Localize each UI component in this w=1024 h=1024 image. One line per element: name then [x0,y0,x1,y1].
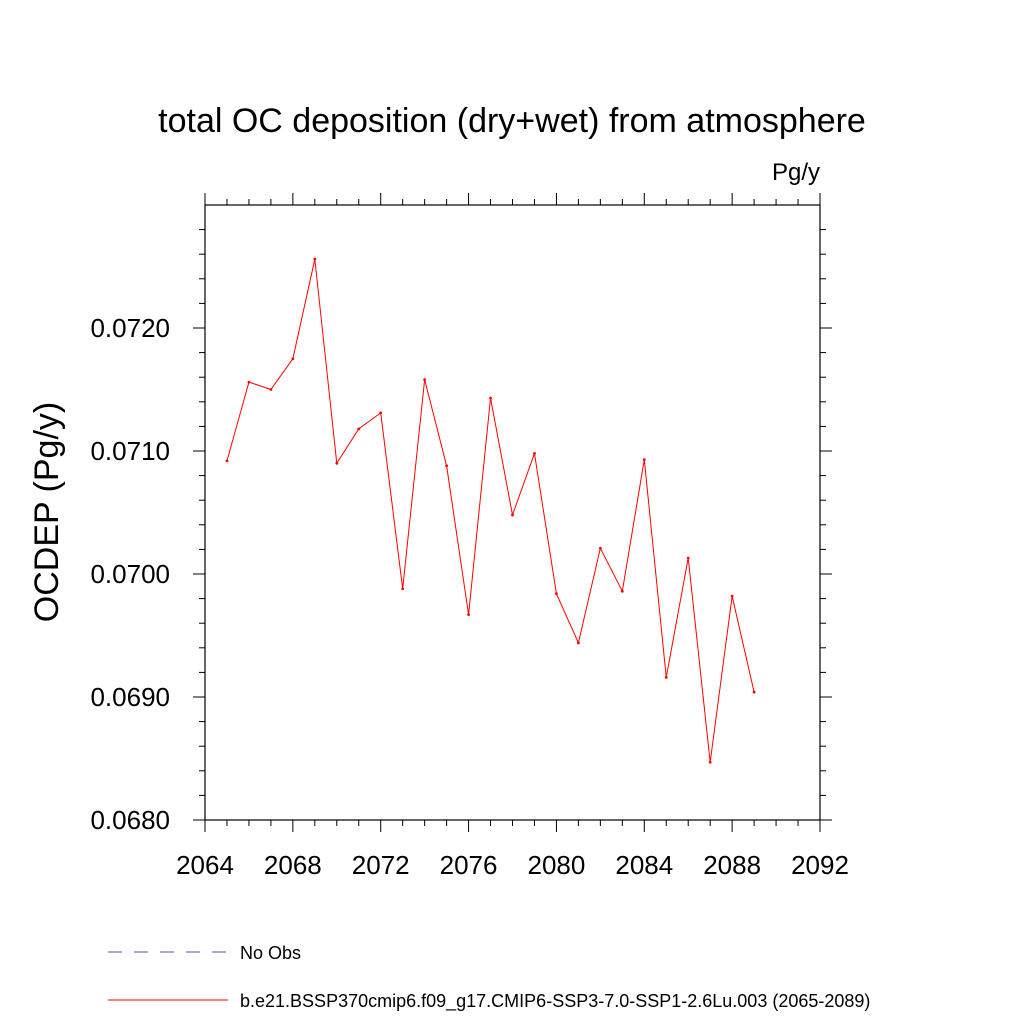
data-point [598,546,602,550]
legend: No Obs b.e21.BSSP370cmip6.f09_g17.CMIP6-S… [108,943,870,1012]
data-point [686,556,690,560]
x-tick-label: 2080 [528,850,586,880]
data-point [335,461,339,465]
data-point [467,613,470,616]
data-point [423,378,427,382]
axis-ticks: 2064 2068 2072 2076 2080 2084 2088 2092 0.0680 0.… [90,193,849,880]
data-point [247,380,251,384]
x-tick-label: 2064 [176,850,234,880]
series-line-0 [226,259,755,763]
y-tick-label: 0.0690 [90,682,170,712]
y-tick-label: 0.0720 [90,313,170,343]
data-point [576,641,580,645]
data-point [730,594,734,598]
x-tick-label: 2088 [703,850,761,880]
data-point [752,690,756,694]
data-point [533,452,536,455]
x-tick-label: 2076 [440,850,498,880]
data-point [642,458,646,462]
data-point [291,357,295,361]
x-tick-label: 2092 [791,850,849,880]
data-point [620,589,624,593]
data-point [511,513,514,517]
legend-label: No Obs [240,943,301,963]
chart-title: total OC deposition (dry+wet) from atmos… [158,102,866,140]
legend-label: b.e21.BSSP370cmip6.f09_g17.CMIP6-SSP3-7.… [240,991,870,1012]
data-point [313,257,317,261]
data-point [489,396,492,400]
data-point [379,411,383,415]
data-point [401,587,405,591]
data-point [225,459,229,463]
data-point [555,592,558,596]
data-point [357,427,361,431]
data-point [269,388,273,391]
y-axis-label: OCDEP (Pg/y) [28,402,66,622]
data-point [445,464,449,468]
data-point [664,675,668,679]
x-tick-label: 2084 [615,850,673,880]
data-series [225,257,756,764]
units-label: Pg/y [772,159,820,186]
x-tick-label: 2068 [264,850,322,880]
y-tick-label: 0.0700 [90,559,170,589]
data-point [708,760,712,764]
y-tick-label: 0.0710 [90,436,170,466]
x-tick-label: 2072 [352,850,410,880]
y-tick-label: 0.0680 [90,805,170,835]
